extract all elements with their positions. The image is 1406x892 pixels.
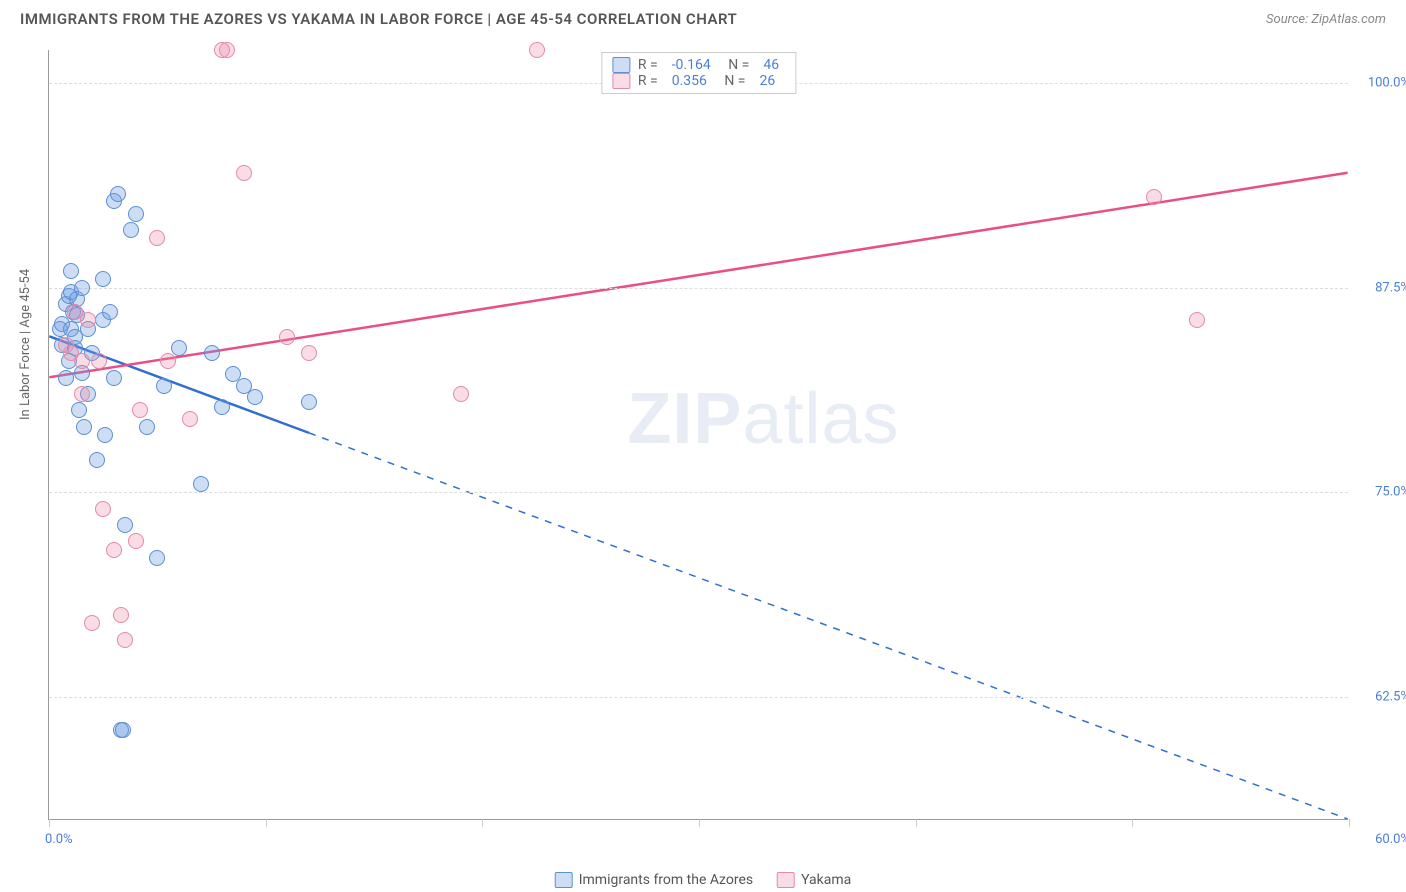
legend-swatch <box>612 73 630 89</box>
scatter-point <box>128 206 144 222</box>
legend-stats: R =-0.164 N =46R =0.356 N =26 <box>601 52 796 94</box>
scatter-point <box>117 632 133 648</box>
legend-series-label: Yakama <box>801 872 851 888</box>
scatter-point <box>74 386 90 402</box>
scatter-point <box>95 271 111 287</box>
x-tick <box>1349 819 1350 827</box>
scatter-point <box>80 312 96 328</box>
source-attribution: Source: ZipAtlas.com <box>1266 12 1386 27</box>
scatter-point <box>128 533 144 549</box>
scatter-point <box>301 394 317 410</box>
chart-plot-area: ZIPatlas R =-0.164 N =46R =0.356 N =26 6… <box>48 50 1348 820</box>
scatter-point <box>247 389 263 405</box>
watermark-light: atlas <box>742 379 899 459</box>
scatter-point <box>123 222 139 238</box>
legend-n-value: 26 <box>753 73 781 89</box>
scatter-point <box>106 370 122 386</box>
scatter-point <box>113 607 129 623</box>
scatter-point <box>97 427 113 443</box>
legend-n-value: 46 <box>757 57 785 73</box>
scatter-point <box>149 550 165 566</box>
scatter-point <box>219 42 235 58</box>
legend-r-label: R = <box>638 57 658 73</box>
scatter-point <box>102 304 118 320</box>
scatter-point <box>84 615 100 631</box>
legend-series-label: Immigrants from the Azores <box>579 872 753 888</box>
scatter-point <box>74 353 90 369</box>
scatter-point <box>529 42 545 58</box>
y-gridline <box>49 288 1348 289</box>
y-gridline <box>49 492 1348 493</box>
scatter-point <box>193 476 209 492</box>
x-tick <box>699 819 700 827</box>
chart-title: IMMIGRANTS FROM THE AZORES VS YAKAMA IN … <box>20 10 737 28</box>
legend-swatch <box>612 57 630 73</box>
scatter-point <box>171 340 187 356</box>
scatter-point <box>132 402 148 418</box>
y-tick-label: 62.5% <box>1375 690 1406 705</box>
scatter-point <box>115 722 131 738</box>
scatter-point <box>117 517 133 533</box>
scatter-point <box>182 411 198 427</box>
watermark: ZIPatlas <box>627 378 899 460</box>
scatter-point <box>1189 312 1205 328</box>
scatter-point <box>58 370 74 386</box>
scatter-point <box>76 419 92 435</box>
legend-r-value: 0.356 <box>666 73 713 89</box>
legend-n-label: N = <box>721 73 746 89</box>
legend-series: Immigrants from the Azores Yakama <box>555 872 852 888</box>
watermark-bold: ZIP <box>627 379 742 459</box>
x-tick <box>482 819 483 827</box>
scatter-point <box>453 386 469 402</box>
y-tick-label: 75.0% <box>1375 485 1406 500</box>
scatter-point <box>63 263 79 279</box>
legend-stats-row: R = -0.164 N = 46 <box>612 57 785 73</box>
y-tick-label: 87.5% <box>1375 280 1406 295</box>
x-tick <box>916 819 917 827</box>
scatter-point <box>74 280 90 296</box>
scatter-point <box>106 542 122 558</box>
x-tick <box>49 819 50 827</box>
y-gridline <box>49 697 1348 698</box>
legend-swatch <box>555 872 573 888</box>
chart-header: IMMIGRANTS FROM THE AZORES VS YAKAMA IN … <box>0 0 1406 36</box>
scatter-point <box>95 501 111 517</box>
scatter-point <box>91 353 107 369</box>
scatter-point <box>110 186 126 202</box>
scatter-point <box>214 399 230 415</box>
legend-series-item: Yakama <box>777 872 851 888</box>
legend-series-item: Immigrants from the Azores <box>555 872 753 888</box>
x-tick-label: 60.0% <box>1375 832 1406 847</box>
scatter-point <box>71 402 87 418</box>
legend-r-value: -0.164 <box>666 57 717 73</box>
scatter-point <box>149 230 165 246</box>
legend-stats-row: R = 0.356 N = 26 <box>612 73 785 89</box>
legend-swatch <box>777 872 795 888</box>
scatter-point <box>139 419 155 435</box>
scatter-point <box>236 165 252 181</box>
scatter-point <box>160 353 176 369</box>
legend-n-label: N = <box>725 57 750 73</box>
x-tick <box>266 819 267 827</box>
y-axis-label: In Labor Force | Age 45-54 <box>18 269 33 420</box>
legend-r-label: R = <box>638 73 658 89</box>
scatter-point <box>89 452 105 468</box>
scatter-point <box>204 345 220 361</box>
x-tick-label: 0.0% <box>45 832 73 847</box>
trend-line-dashed <box>309 433 1348 819</box>
x-tick <box>1132 819 1133 827</box>
scatter-point <box>1146 189 1162 205</box>
scatter-point <box>279 329 295 345</box>
scatter-point <box>156 378 172 394</box>
scatter-point <box>301 345 317 361</box>
y-tick-label: 100.0% <box>1368 75 1406 90</box>
